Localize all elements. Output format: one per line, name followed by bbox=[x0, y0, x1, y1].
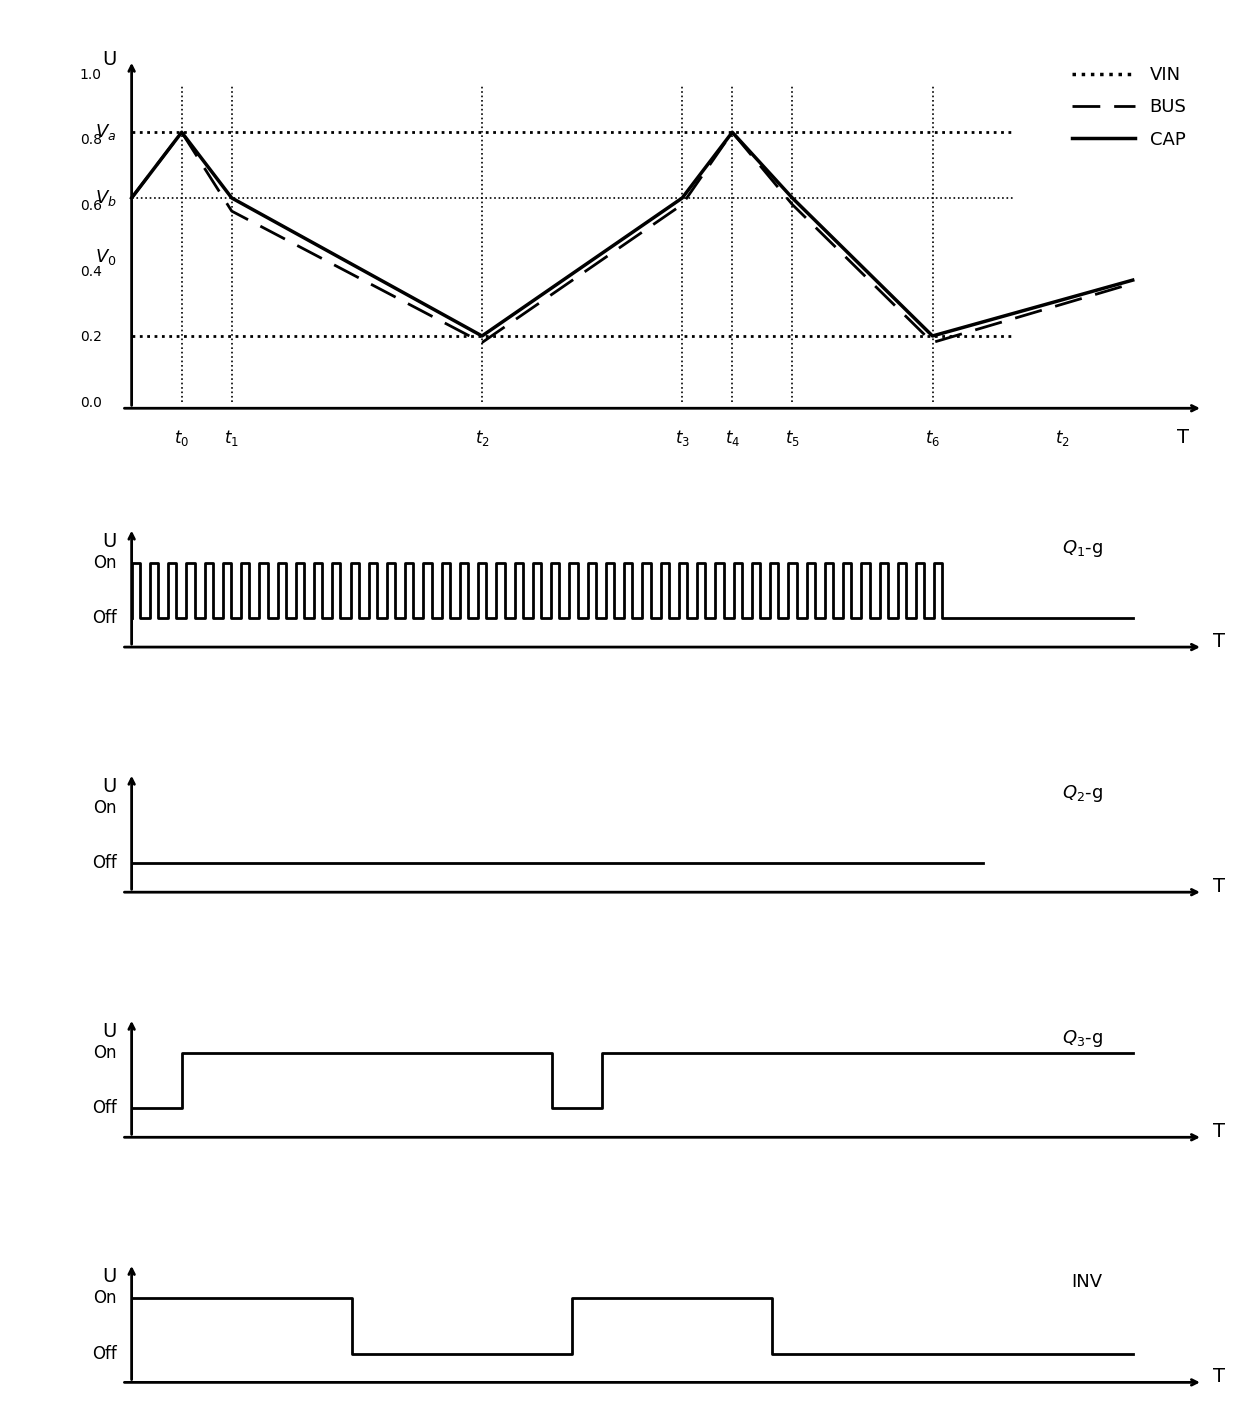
Text: $V_a$: $V_a$ bbox=[95, 122, 117, 142]
Text: Off: Off bbox=[92, 1345, 117, 1363]
Text: $V_0$: $V_0$ bbox=[95, 247, 117, 268]
Text: $t_2$: $t_2$ bbox=[475, 428, 490, 448]
Text: T: T bbox=[1213, 1122, 1225, 1141]
Text: $t_6$: $t_6$ bbox=[925, 428, 940, 448]
Text: U: U bbox=[102, 1022, 117, 1040]
Text: $t_1$: $t_1$ bbox=[224, 428, 239, 448]
Text: $V_b$: $V_b$ bbox=[95, 188, 117, 208]
Text: $Q_2$-g: $Q_2$-g bbox=[1061, 784, 1102, 803]
Text: INV: INV bbox=[1071, 1272, 1102, 1291]
Text: T: T bbox=[1213, 877, 1225, 896]
Text: On: On bbox=[93, 554, 117, 572]
Text: Off: Off bbox=[92, 854, 117, 873]
Text: Off: Off bbox=[92, 609, 117, 628]
Text: Off: Off bbox=[92, 1100, 117, 1118]
Text: $t_3$: $t_3$ bbox=[675, 428, 689, 448]
Text: On: On bbox=[93, 799, 117, 818]
Text: U: U bbox=[102, 51, 117, 69]
Text: U: U bbox=[102, 1267, 117, 1285]
Text: $t_5$: $t_5$ bbox=[785, 428, 800, 448]
Text: $t_2$: $t_2$ bbox=[1055, 428, 1070, 448]
Text: On: On bbox=[93, 1289, 117, 1308]
Text: T: T bbox=[1213, 1367, 1225, 1386]
Legend: VIN, BUS, CAP: VIN, BUS, CAP bbox=[1065, 58, 1194, 156]
Text: T: T bbox=[1213, 632, 1225, 650]
Text: $Q_1$-g: $Q_1$-g bbox=[1061, 538, 1102, 558]
Text: T: T bbox=[1177, 428, 1189, 446]
Text: $t_0$: $t_0$ bbox=[174, 428, 190, 448]
Text: U: U bbox=[102, 531, 117, 551]
Text: $t_4$: $t_4$ bbox=[724, 428, 740, 448]
Text: On: On bbox=[93, 1044, 117, 1063]
Text: $Q_3$-g: $Q_3$-g bbox=[1061, 1029, 1102, 1049]
Text: U: U bbox=[102, 777, 117, 796]
